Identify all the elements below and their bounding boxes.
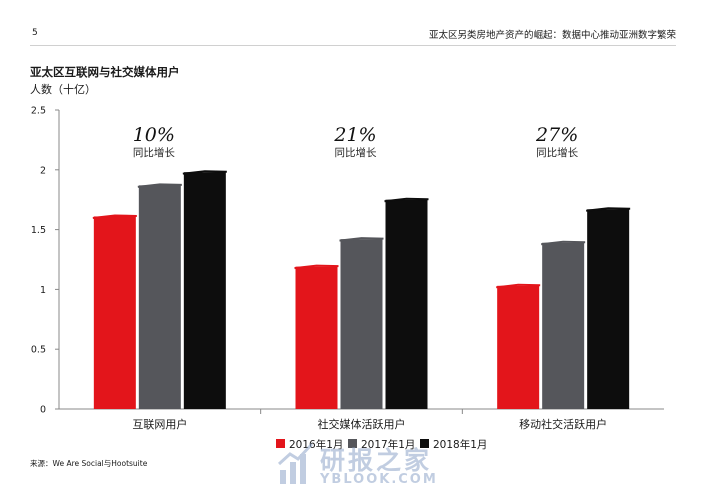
legend-swatch-1 xyxy=(276,439,285,448)
legend-label-3: 2018年1月 xyxy=(433,438,487,451)
bar-top-edge xyxy=(92,214,137,219)
bar-3-1 xyxy=(497,285,540,409)
growth-percent: 21% xyxy=(333,124,376,146)
legend-label-2: 2017年1月 xyxy=(361,438,415,451)
bar-1-2 xyxy=(138,185,181,409)
bar-3-3 xyxy=(587,209,630,409)
y-tick-label: 2 xyxy=(40,165,46,176)
bar-top-edge xyxy=(182,170,227,175)
page-number: 5 xyxy=(32,28,38,38)
growth-percent: 10% xyxy=(133,124,175,146)
y-tick-label: 2.5 xyxy=(31,106,46,117)
growth-label: 同比增长 xyxy=(335,146,377,159)
bar-top-edge xyxy=(137,183,182,188)
x-category-label: 移动社交活跃用户 xyxy=(519,417,607,431)
growth-label: 同比增长 xyxy=(536,146,578,159)
y-tick-label: 1 xyxy=(40,285,46,296)
bar-2-1 xyxy=(295,266,338,409)
y-tick-label: 0 xyxy=(40,405,46,416)
legend-swatch-3 xyxy=(420,439,429,448)
chart-title: 亚太区互联网与社交媒体用户 xyxy=(30,65,180,79)
x-category-label: 社交媒体活跃用户 xyxy=(318,417,406,431)
bar-2-3 xyxy=(385,199,428,409)
bar-top-edge xyxy=(586,207,631,212)
bar-1-1 xyxy=(93,216,136,409)
y-axis-unit-label: 人数（十亿） xyxy=(30,83,96,96)
header-divider xyxy=(30,45,676,46)
bar-3-2 xyxy=(542,242,585,409)
watermark: 研报之家 YBLOOK.COM xyxy=(276,440,476,490)
growth-label: 同比增长 xyxy=(133,146,175,159)
bar-top-edge xyxy=(496,283,541,289)
y-tick-label: 1.5 xyxy=(31,225,46,236)
growth-percent: 27% xyxy=(535,124,578,146)
bar-top-edge xyxy=(384,197,429,203)
legend-swatch-2 xyxy=(348,439,357,448)
watermark-logo-icon xyxy=(277,442,314,484)
bar-top-edge xyxy=(541,240,586,246)
report-title: 亚太区另类房地产资产的崛起：数据中心推动亚洲数字繁荣 xyxy=(428,30,676,41)
watermark-cn: 研报之家 xyxy=(320,446,433,475)
legend-label-1: 2016年1月 xyxy=(289,438,343,451)
x-category-label: 互联网用户 xyxy=(132,417,187,431)
source-note: 来源：We Are Social与Hootsuite xyxy=(30,459,148,468)
y-tick-label: 0.5 xyxy=(31,345,46,356)
bar-top-edge xyxy=(294,264,339,270)
watermark-en: YBLOOK.COM xyxy=(320,472,438,487)
bar-2-2 xyxy=(340,239,383,409)
bar-top-edge xyxy=(339,237,384,242)
bar-1-3 xyxy=(183,172,226,409)
